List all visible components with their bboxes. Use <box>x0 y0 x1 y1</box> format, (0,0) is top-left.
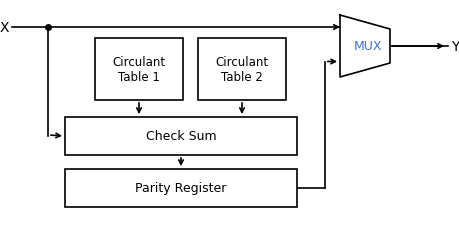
Bar <box>197 39 285 101</box>
Text: Check Sum: Check Sum <box>146 130 216 143</box>
Text: Parity Register: Parity Register <box>135 182 226 195</box>
Bar <box>65 169 297 207</box>
Bar <box>65 117 297 155</box>
Text: MUX: MUX <box>353 40 381 53</box>
Text: Y: Y <box>450 40 459 54</box>
Polygon shape <box>339 16 389 78</box>
Text: Circulant
Table 1: Circulant Table 1 <box>112 56 165 84</box>
Text: Circulant
Table 2: Circulant Table 2 <box>215 56 268 84</box>
Bar <box>95 39 183 101</box>
Text: X: X <box>0 21 9 35</box>
